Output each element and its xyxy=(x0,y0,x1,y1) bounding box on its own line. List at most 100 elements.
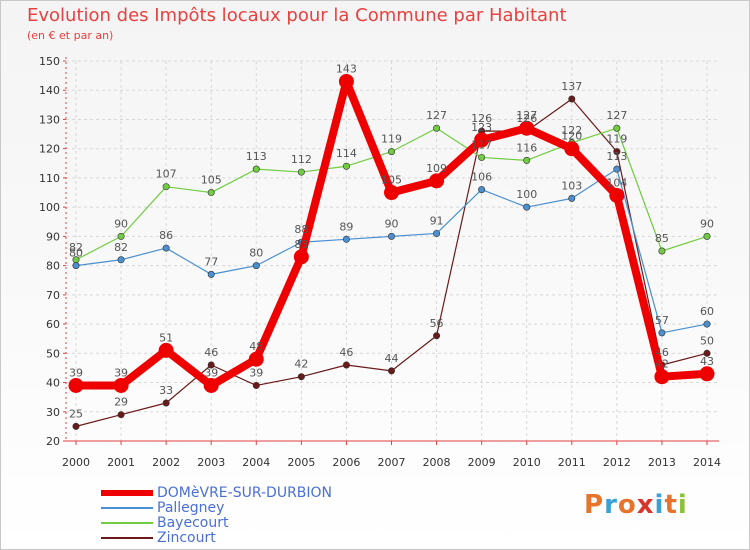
data-label: 25 xyxy=(69,407,83,420)
data-label: 88 xyxy=(294,223,308,236)
data-label: 127 xyxy=(426,109,447,122)
data-point xyxy=(252,165,260,173)
y-tick-label: 20 xyxy=(46,435,60,448)
data-point xyxy=(433,332,441,340)
data-label: 33 xyxy=(159,384,173,397)
data-point xyxy=(703,232,711,240)
data-point xyxy=(342,235,350,243)
data-point xyxy=(433,229,441,237)
data-point xyxy=(203,377,219,393)
data-point xyxy=(433,124,441,132)
data-point xyxy=(384,185,399,201)
data-label: 113 xyxy=(246,150,267,163)
data-label: 86 xyxy=(159,229,173,242)
data-label: 77 xyxy=(204,255,218,268)
data-point xyxy=(68,377,84,393)
data-point xyxy=(297,168,305,176)
legend-swatch xyxy=(101,507,153,509)
data-point xyxy=(387,232,395,240)
data-point xyxy=(338,73,354,89)
data-point xyxy=(699,366,715,382)
x-tick-label: 2005 xyxy=(287,456,315,469)
data-point xyxy=(564,141,580,157)
data-label: 127 xyxy=(516,109,537,122)
y-tick-label: 40 xyxy=(46,377,60,390)
data-label: 83 xyxy=(294,238,308,251)
data-label: 39 xyxy=(204,366,218,379)
y-tick-label: 100 xyxy=(39,201,60,214)
data-label: 29 xyxy=(114,396,128,409)
data-point xyxy=(72,422,80,430)
data-label: 113 xyxy=(606,150,627,163)
legend-swatch xyxy=(101,537,153,539)
data-label: 117 xyxy=(471,138,492,151)
data-label: 137 xyxy=(561,80,582,93)
y-tick-label: 70 xyxy=(46,289,60,302)
data-label: 51 xyxy=(159,331,173,344)
data-label: 104 xyxy=(606,176,627,189)
data-point xyxy=(207,270,215,278)
data-point xyxy=(429,173,445,189)
data-label: 119 xyxy=(606,133,627,146)
legend-swatch xyxy=(101,490,153,496)
logo-letter: i xyxy=(654,490,665,520)
data-point xyxy=(523,156,531,164)
x-tick-label: 2014 xyxy=(693,456,721,469)
data-label: 46 xyxy=(204,346,218,359)
legend-label: Pallegney xyxy=(157,500,225,516)
data-label: 143 xyxy=(336,62,357,75)
data-point xyxy=(117,232,125,240)
data-label: 89 xyxy=(339,220,353,233)
y-tick-label: 140 xyxy=(39,84,60,97)
data-label: 57 xyxy=(655,314,669,327)
data-label: 112 xyxy=(291,153,312,166)
data-label: 116 xyxy=(516,141,537,154)
legend-label: DOMèVRE-SUR-DURBION xyxy=(157,485,333,501)
data-point xyxy=(342,361,350,369)
x-tick-label: 2013 xyxy=(648,456,676,469)
x-tick-label: 2008 xyxy=(423,456,451,469)
data-label: 46 xyxy=(339,346,353,359)
data-label: 114 xyxy=(336,147,357,160)
data-point xyxy=(703,320,711,328)
data-label: 80 xyxy=(249,247,263,260)
data-label: 39 xyxy=(114,366,128,379)
data-label: 127 xyxy=(606,109,627,122)
data-label: 39 xyxy=(69,366,83,379)
data-point xyxy=(293,249,309,265)
data-label: 123 xyxy=(471,121,492,134)
data-label: 126 xyxy=(516,112,537,125)
data-point xyxy=(474,132,490,148)
data-label: 42 xyxy=(655,358,669,371)
data-label: 91 xyxy=(430,214,444,227)
data-point xyxy=(207,189,215,197)
y-tick-label: 130 xyxy=(39,113,60,126)
y-tick-label: 60 xyxy=(46,318,60,331)
data-label: 90 xyxy=(385,217,399,230)
data-point xyxy=(252,381,260,389)
chart-subtitle: (en € et par an) xyxy=(27,29,114,42)
data-point xyxy=(478,186,486,194)
data-point xyxy=(478,153,486,161)
x-tick-label: 2000 xyxy=(62,456,90,469)
data-label: 103 xyxy=(561,179,582,192)
data-point xyxy=(117,256,125,264)
data-point xyxy=(162,183,170,191)
logo-letter: i xyxy=(677,490,688,520)
y-tick-label: 50 xyxy=(46,347,60,360)
data-point xyxy=(613,165,621,173)
data-point xyxy=(252,262,260,270)
data-point xyxy=(568,194,576,202)
chart-title: Evolution des Impôts locaux pour la Comm… xyxy=(27,5,567,26)
x-tick-label: 2003 xyxy=(197,456,225,469)
data-label: 105 xyxy=(201,174,222,187)
y-tick-label: 120 xyxy=(39,143,60,156)
x-tick-label: 2001 xyxy=(107,456,135,469)
data-point xyxy=(387,148,395,156)
data-label: 80 xyxy=(69,247,83,260)
data-point xyxy=(72,262,80,270)
data-point xyxy=(162,244,170,252)
legend-label: Bayecourt xyxy=(157,515,229,531)
x-tick-label: 2007 xyxy=(378,456,406,469)
